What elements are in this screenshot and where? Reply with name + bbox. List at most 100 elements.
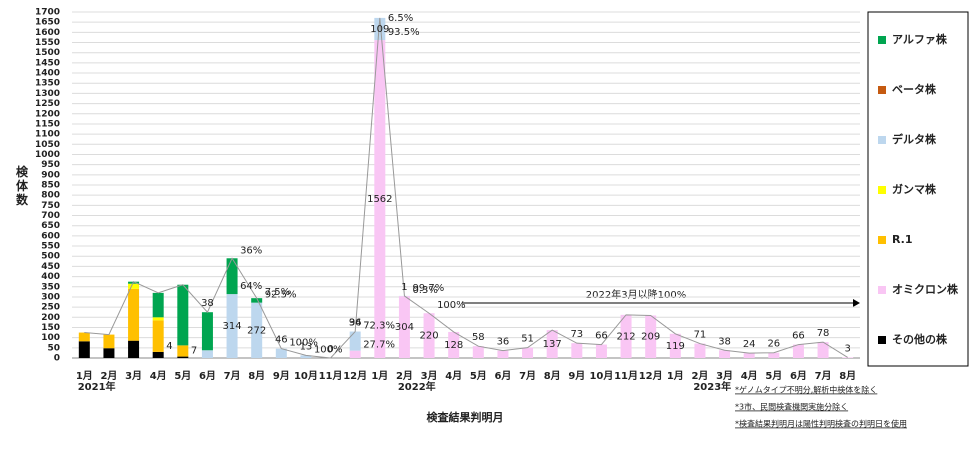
bar-segment: [792, 344, 804, 358]
x-tick-label: 8月: [839, 370, 856, 382]
bar-segment: [620, 314, 632, 358]
x-tick-label: 3月: [125, 370, 142, 382]
legend-swatch: [878, 36, 886, 44]
legend-label: R.1: [892, 233, 913, 246]
bar-segment: [275, 348, 287, 358]
percent-label: 100%: [289, 338, 318, 349]
bar-segment: [497, 350, 509, 358]
x-tick-label: 12月: [343, 370, 367, 382]
data-label: 78: [817, 328, 830, 339]
y-tick-label: 550: [41, 242, 60, 252]
y-tick-label: 1700: [35, 8, 60, 18]
percent-label: 93.5%: [388, 27, 420, 38]
data-label: 272: [247, 325, 266, 336]
y-tick-label: 400: [41, 272, 60, 282]
percent-label: 7.5%: [265, 287, 290, 298]
data-label: 3: [845, 343, 851, 354]
year-label: 2021年: [78, 380, 116, 393]
x-tick-label: 1月: [667, 370, 684, 382]
y-tick-label: 700: [41, 211, 60, 221]
x-axis-title: 検査結果判明月: [427, 410, 504, 424]
data-label: 26: [767, 339, 780, 350]
y-tick-label: 150: [41, 323, 60, 333]
legend-label: オミクロン株: [892, 282, 959, 296]
y-tick-label: 0: [54, 354, 60, 364]
x-tick-label: 1月: [371, 370, 388, 382]
y-tick-label: 350: [41, 282, 60, 292]
y-tick-label: 1200: [35, 109, 60, 119]
bar-segment: [546, 330, 558, 358]
bar-segment: [177, 356, 189, 358]
x-tick-label: 10月: [589, 370, 613, 382]
y-tick-label: 1550: [35, 38, 60, 48]
y-tick-label: 850: [41, 181, 60, 191]
y-tick-label: 900: [41, 170, 60, 180]
data-label: 109: [370, 24, 389, 35]
data-label: 209: [641, 332, 660, 343]
y-tick-label: 500: [41, 252, 60, 262]
x-tick-label: 2月: [100, 370, 117, 382]
bar-segment: [669, 333, 681, 358]
bar-segment: [694, 343, 706, 358]
bar-segment: [448, 331, 460, 358]
x-tick-label: 5月: [470, 370, 487, 382]
y-tick-label: 1650: [35, 18, 60, 28]
legend-swatch: [878, 86, 886, 94]
percent-label: 7: [191, 346, 197, 357]
year-label: 2022年: [398, 380, 436, 393]
bar-segment: [374, 17, 386, 41]
y-tick-label: 1400: [35, 69, 60, 79]
data-label: 36: [497, 337, 510, 348]
bar-segment: [398, 296, 410, 358]
data-label: 58: [472, 332, 485, 343]
x-tick-label: 3月: [716, 370, 733, 382]
y-tick-label: 1100: [35, 130, 60, 140]
data-label: 51: [521, 334, 534, 345]
y-tick-label: 650: [41, 221, 60, 231]
legend-swatch: [878, 286, 886, 294]
y-tick-label: 1350: [35, 79, 60, 89]
bar-segment: [201, 312, 213, 351]
y-tick-label: 800: [41, 191, 60, 201]
data-label: 220: [420, 331, 439, 342]
data-label: 304: [395, 322, 414, 333]
legend-label: アルファ株: [892, 32, 948, 46]
legend-label: ガンマ株: [892, 182, 937, 196]
bar-segment: [152, 317, 164, 321]
bar-segment: [152, 351, 164, 358]
percent-label: 27.7%: [363, 340, 395, 351]
x-tick-label: 12月: [639, 370, 663, 382]
bar-segment: [768, 352, 780, 358]
bar-segment: [251, 298, 263, 303]
bar-segment: [103, 348, 115, 358]
percent-label: 72.3%: [363, 321, 395, 332]
data-label: 314: [223, 321, 242, 332]
footnote: *検査結果判明月は陽性判明検査の判明日を使用: [735, 419, 907, 429]
percent-label: 6.5%: [388, 13, 413, 24]
bar-segment: [842, 357, 854, 358]
legend-label: その他の株: [892, 332, 948, 346]
y-tick-label: 250: [41, 303, 60, 313]
x-tick-label: 11月: [614, 370, 638, 382]
x-tick-label: 9月: [568, 370, 585, 382]
legend-swatch: [878, 236, 886, 244]
data-label: 137: [543, 339, 562, 350]
x-tick-label: 7月: [519, 370, 536, 382]
x-tick-label: 4月: [445, 370, 462, 382]
legend-label: ベータ株: [892, 82, 937, 96]
y-tick-label: 1450: [35, 58, 60, 68]
y-tick-label: 450: [41, 262, 60, 272]
bar-segment: [128, 283, 140, 289]
bar-segment: [177, 284, 189, 346]
bar-segment: [128, 340, 140, 358]
arrow-head: [853, 299, 860, 307]
y-axis-title: 検体数: [16, 164, 29, 207]
bar-segment: [349, 350, 361, 358]
x-tick-label: 6月: [494, 370, 511, 382]
bar-segment: [128, 288, 140, 341]
x-tick-label: 4月: [741, 370, 758, 382]
bar-segment: [251, 302, 263, 358]
footnote: *3市、民間検査機関実施分除く: [735, 402, 848, 412]
data-label: 24: [743, 339, 756, 350]
